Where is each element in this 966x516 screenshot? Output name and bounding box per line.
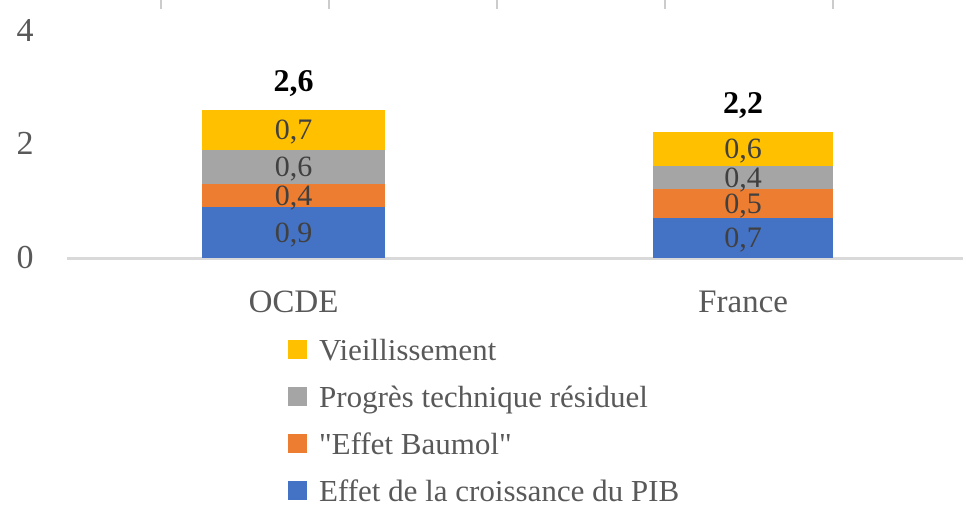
y-axis-label-0: 0 bbox=[16, 239, 34, 276]
bar-segment-ocde-progr-s-technique-r-siduel: 0,6 bbox=[202, 150, 385, 184]
top-axis-tick bbox=[160, 0, 162, 9]
y-axis-label-4: 4 bbox=[16, 12, 34, 49]
segment-value-label: 0,4 bbox=[724, 160, 762, 194]
x-axis-baseline bbox=[67, 257, 963, 260]
category-label-ocde: OCDE bbox=[248, 284, 339, 320]
segment-value-label: 0,5 bbox=[724, 186, 762, 220]
legend-item-label: Effet de la croissance du PIB bbox=[319, 473, 680, 508]
bar-segment-france-vieillissement: 0,6 bbox=[653, 132, 833, 166]
segment-value-label: 0,6 bbox=[274, 150, 313, 183]
top-axis-tick bbox=[832, 0, 834, 9]
legend-item-vieillissement: Vieillissement bbox=[288, 326, 679, 373]
segment-value-label: 0,4 bbox=[274, 178, 313, 212]
legend-item-progr-s-technique-r-siduel: Progrès technique résiduel bbox=[288, 373, 679, 420]
legend: Vieillissement Progrès technique résiduel… bbox=[288, 326, 679, 514]
category-label-france: France bbox=[698, 284, 788, 320]
legend-item-effet-de-la-croissance-du-pib: Effet de la croissance du PIB bbox=[288, 467, 679, 514]
legend-swatch-icon bbox=[288, 481, 307, 500]
segment-value-label: 0,6 bbox=[724, 132, 762, 165]
bar-segment-ocde-effet-de-la-croissance-du-pib: 0,9 bbox=[202, 207, 385, 258]
legend-swatch-icon bbox=[288, 340, 307, 359]
legend-swatch-icon bbox=[288, 387, 307, 406]
bar-segment-france-effet-de-la-croissance-du-pib: 0,7 bbox=[653, 218, 833, 258]
bar-segment-ocde-vieillissement: 0,7 bbox=[202, 110, 385, 150]
legend-item-label: Vieillissement bbox=[319, 332, 497, 367]
legend-item-label: "Effet Baumol" bbox=[319, 426, 512, 461]
legend-item-label: Progrès technique résiduel bbox=[319, 379, 648, 414]
legend-swatch-icon bbox=[288, 434, 307, 453]
bar-segment-france-effet-baumol: 0,5 bbox=[653, 186, 833, 220]
bar-segment-ocde-effet-baumol: 0,4 bbox=[202, 180, 385, 210]
top-axis-tick bbox=[664, 0, 666, 9]
total-value-label-ocde: 2,6 bbox=[273, 61, 314, 98]
segment-value-label: 0,7 bbox=[724, 221, 762, 254]
total-value-label-france: 2,2 bbox=[723, 83, 763, 120]
segment-value-label: 0,9 bbox=[274, 215, 313, 249]
segment-value-label: 0,7 bbox=[274, 113, 313, 146]
y-axis-label-2: 2 bbox=[16, 125, 34, 162]
top-axis-tick bbox=[328, 0, 330, 9]
legend-item-effet-baumol: "Effet Baumol" bbox=[288, 420, 679, 467]
top-axis-tick bbox=[496, 0, 498, 9]
bar-segment-france-progr-s-technique-r-siduel: 0,4 bbox=[653, 162, 833, 192]
